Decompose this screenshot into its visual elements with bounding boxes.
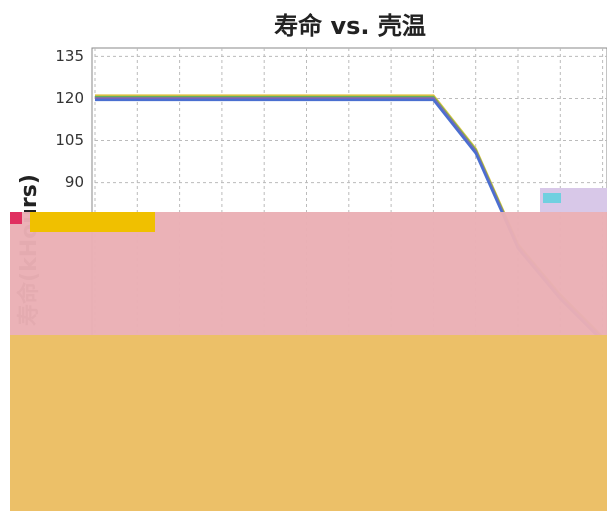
y-tick-label: 135 [55,47,84,65]
y-tick-label: 120 [55,89,84,107]
overlay-orange [10,335,607,511]
overlay-red [10,212,22,224]
y-tick-label: 90 [65,173,84,191]
y-tick-label: 105 [55,131,84,149]
legend-swatch [543,193,561,203]
chart-title: 寿命 vs. 壳温 [274,12,426,40]
overlay-yellow [30,212,155,232]
overlay-pink [10,212,607,335]
